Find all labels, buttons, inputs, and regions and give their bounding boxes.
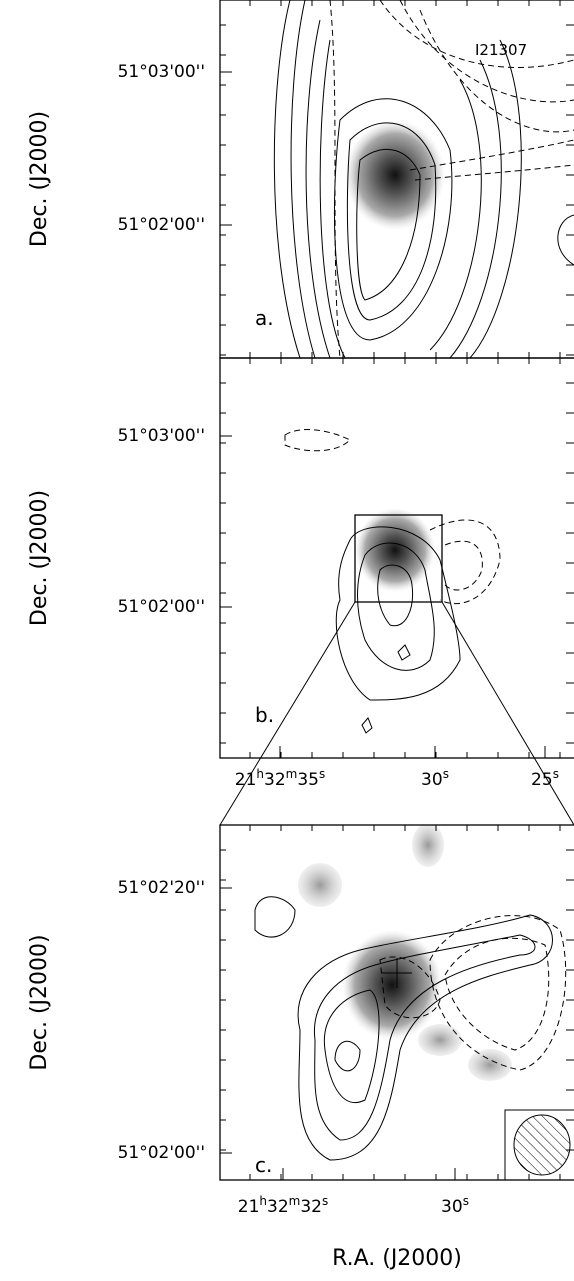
- x-tick-label-part: 30: [421, 770, 443, 790]
- x-tick-label-part: 32: [264, 770, 286, 790]
- x-tick-label-part: m: [286, 767, 298, 781]
- x-tick-label: 21h32m35s: [235, 767, 326, 790]
- x-tick-label-part: 35: [297, 770, 319, 790]
- panel-label: c.: [255, 1153, 272, 1177]
- x-tick-label-part: s: [443, 767, 449, 781]
- x-tick-label-part: 25: [531, 770, 553, 790]
- x-tick-label: 30s: [441, 1194, 469, 1217]
- x-axis-label: R.A. (J2000): [332, 1246, 462, 1271]
- panel-b-map: [284, 429, 501, 734]
- zoom-line: [441, 601, 574, 826]
- x-tick-label: 25s: [531, 767, 559, 790]
- panel-label: b.: [255, 703, 274, 727]
- y-tick-label: 51°02'00'': [118, 1143, 205, 1163]
- x-tick-label-part: h: [259, 1194, 267, 1208]
- panel-frame: [219, 357, 574, 759]
- y-tick-label: 51°03'00'': [118, 426, 205, 446]
- x-tick-label-part: s: [553, 767, 559, 781]
- y-tick-label: 51°03'00'': [118, 62, 205, 82]
- beam: [513, 1114, 571, 1176]
- panel-a-map: [273, 0, 574, 358]
- x-tick-label-part: s: [319, 767, 325, 781]
- x-tick-label-part: 32: [267, 1197, 289, 1217]
- zoom-line: [219, 601, 356, 826]
- zoom-box: [354, 514, 443, 603]
- y-tick-label: 51°02'00'': [118, 215, 205, 235]
- y-axis-label: Dec. (J2000): [27, 111, 52, 247]
- panel-label: a.: [255, 306, 274, 330]
- x-tick-label-part: s: [463, 1194, 469, 1208]
- y-axis-label: Dec. (J2000): [27, 490, 52, 626]
- tick-marks: [220, 0, 574, 1180]
- x-tick-label-part: 21: [235, 770, 257, 790]
- panel-c-map: [254, 825, 567, 1161]
- x-tick-label-part: 32: [300, 1197, 322, 1217]
- y-axis-label: Dec. (J2000): [27, 934, 52, 1070]
- x-tick-label: 30s: [421, 767, 449, 790]
- x-tick-label-part: 30: [441, 1197, 463, 1217]
- x-tick-label-part: m: [289, 1194, 301, 1208]
- y-tick-label: 51°02'00'': [118, 597, 205, 617]
- x-tick-label-part: h: [256, 767, 264, 781]
- x-tick-label: 21h32m32s: [238, 1194, 329, 1217]
- x-tick-label-part: s: [322, 1194, 328, 1208]
- y-tick-label: 51°02'20'': [118, 878, 205, 898]
- panel-frame: [219, 824, 574, 1181]
- annotation: I21307: [475, 41, 527, 59]
- x-tick-label-part: 21: [238, 1197, 260, 1217]
